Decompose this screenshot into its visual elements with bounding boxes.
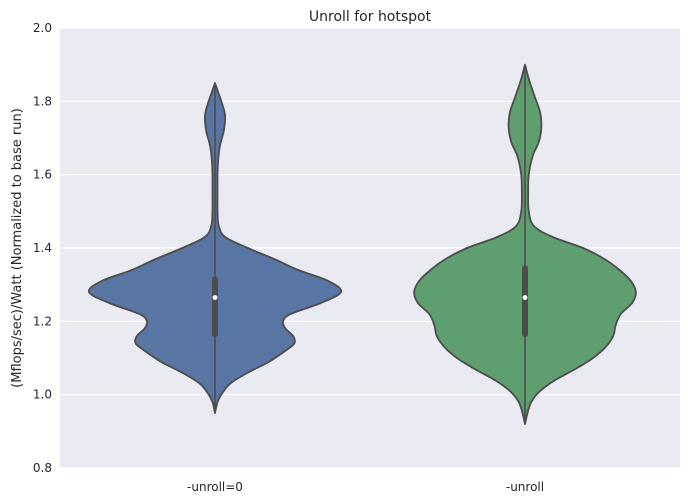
violins xyxy=(87,63,637,425)
y-axis-label: (Mflops/sec)/Watt (Normalized to base ru… xyxy=(10,108,25,388)
violin-median-1 xyxy=(212,295,218,300)
y-tick-label: 1.6 xyxy=(33,168,52,182)
y-tick-label: 2.0 xyxy=(33,21,52,35)
y-tick-labels: 0.8 1.0 1.2 1.4 1.6 1.8 2.0 xyxy=(33,21,52,475)
y-tick-label: 1.4 xyxy=(33,241,52,255)
y-tick-label: 1.2 xyxy=(33,314,52,328)
y-tick-label: 1.0 xyxy=(33,388,52,402)
x-tick-labels: -unroll=0 -unroll xyxy=(187,480,544,494)
violin-median-2 xyxy=(522,295,528,300)
y-tick-label: 1.8 xyxy=(33,94,52,108)
y-tick-label: 0.8 xyxy=(33,461,52,475)
x-tick-label: -unroll xyxy=(506,480,544,494)
x-tick-label: -unroll=0 xyxy=(187,480,243,494)
chart-title: Unroll for hotspot xyxy=(309,9,432,25)
